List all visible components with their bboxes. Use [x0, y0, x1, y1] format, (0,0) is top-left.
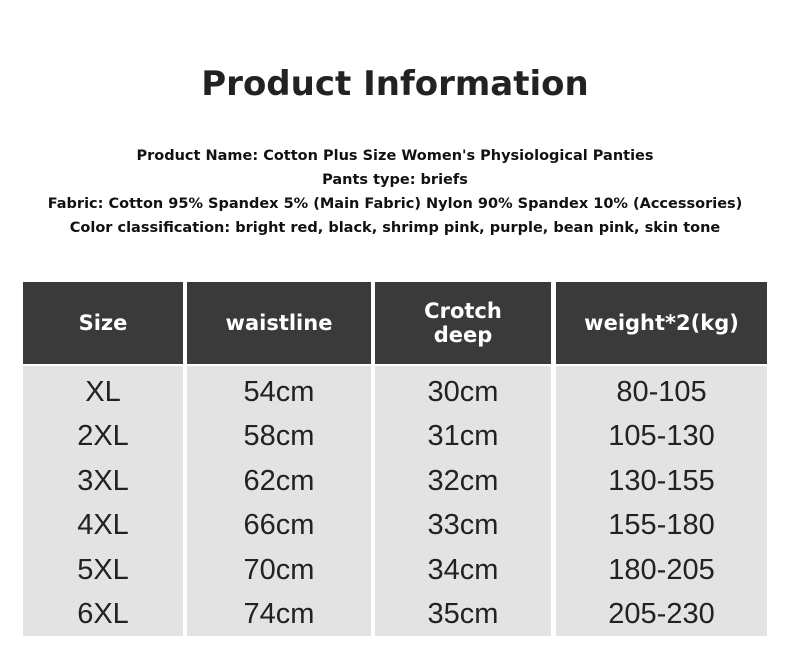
- fabric: Fabric: Cotton 95% Spandex 5% (Main Fabr…: [47, 196, 743, 212]
- column-header: Crotch deep: [375, 282, 551, 364]
- table-cell: 74cm: [243, 598, 315, 631]
- table-cell: 30cm: [427, 375, 499, 408]
- table-cell: 66cm: [243, 509, 315, 542]
- table-cell: 6XL: [77, 598, 129, 631]
- product-name: Product Name: Cotton Plus Size Women's P…: [136, 148, 654, 164]
- size-table-column: weight*2(kg) 80-105 105-130 130-155 155-180 1…: [556, 282, 767, 636]
- product-info: Product Name: Cotton Plus Size Women's P…: [0, 144, 790, 240]
- table-cell: 31cm: [427, 420, 499, 453]
- page-title: Product Information: [201, 64, 589, 104]
- column-body: 30cm 31cm 32cm 33cm 34cm 35cm: [375, 366, 551, 636]
- size-table-column: Size XL 2XL 3XL 4XL 5XL 6XL: [23, 282, 183, 636]
- size-table-column: waistline 54cm 58cm 62cm 66cm 70cm 74cm: [187, 282, 371, 636]
- table-cell: 32cm: [427, 464, 499, 497]
- column-header: weight*2(kg): [556, 282, 767, 364]
- column-body: XL 2XL 3XL 4XL 5XL 6XL: [23, 366, 183, 636]
- table-cell: 130-155: [608, 464, 715, 497]
- table-cell: 80-105: [616, 375, 707, 408]
- table-cell: 5XL: [77, 553, 129, 586]
- table-cell: 155-180: [608, 509, 715, 542]
- column-body: 54cm 58cm 62cm 66cm 70cm 74cm: [187, 366, 371, 636]
- table-cell: XL: [85, 375, 121, 408]
- table-cell: 180-205: [608, 553, 715, 586]
- color-classification: Color classification: bright red, black,…: [69, 220, 721, 236]
- table-cell: 2XL: [77, 420, 129, 453]
- table-cell: 4XL: [77, 509, 129, 542]
- table-cell: 105-130: [608, 420, 715, 453]
- table-cell: 3XL: [77, 464, 129, 497]
- column-body: 80-105 105-130 130-155 155-180 180-205 205-23…: [556, 366, 767, 636]
- pants-type: Pants type: briefs: [322, 172, 468, 188]
- column-header: Size: [23, 282, 183, 364]
- table-cell: 70cm: [243, 553, 315, 586]
- column-header: waistline: [187, 282, 371, 364]
- table-cell: 35cm: [427, 598, 499, 631]
- table-cell: 34cm: [427, 553, 499, 586]
- table-cell: 54cm: [243, 375, 315, 408]
- table-cell: 62cm: [243, 464, 315, 497]
- size-table-column: Crotch deep 30cm 31cm 32cm 33cm 34cm 35cm: [375, 282, 551, 636]
- table-cell: 33cm: [427, 509, 499, 542]
- table-cell: 205-230: [608, 598, 715, 631]
- table-cell: 58cm: [243, 420, 315, 453]
